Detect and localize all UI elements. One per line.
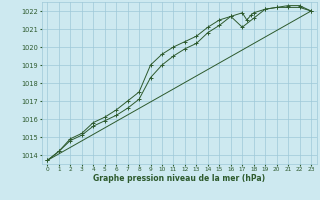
X-axis label: Graphe pression niveau de la mer (hPa): Graphe pression niveau de la mer (hPa) — [93, 174, 265, 183]
